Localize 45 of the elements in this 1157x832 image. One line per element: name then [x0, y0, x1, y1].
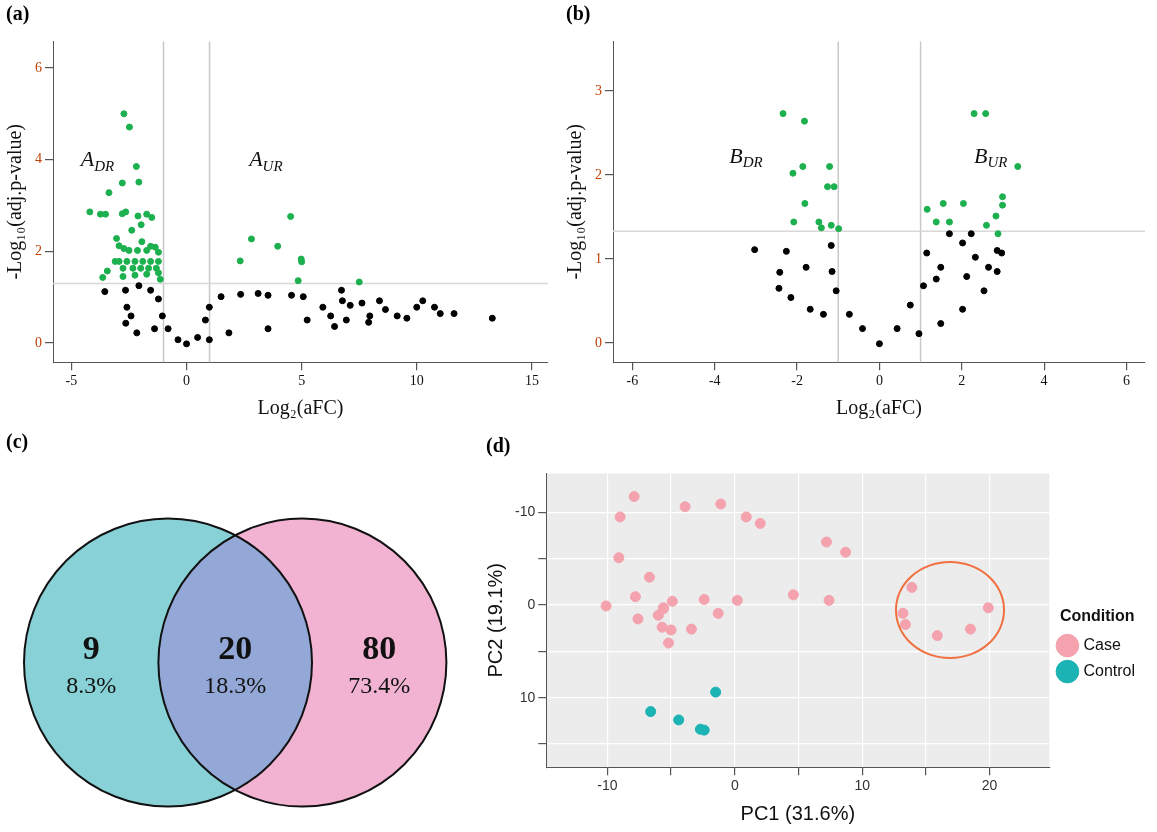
x-tick-label: -6	[626, 373, 639, 389]
chart-title: (b)	[566, 2, 591, 25]
x-axis-title: Log₂(aFC)	[257, 396, 344, 420]
text: 18.3%	[204, 671, 267, 698]
y-tick-label: -10	[515, 503, 536, 520]
x-tick-label: 5	[298, 373, 306, 389]
x-tick-label: 4	[1040, 373, 1048, 389]
y-axis-title: -Log₁₀(adj.p-value)	[3, 124, 27, 280]
data-label: 9	[82, 629, 100, 667]
y-tick-label: 10	[519, 688, 536, 705]
x-tick-label: 10	[409, 373, 424, 389]
x-tick-label: 2	[958, 373, 966, 389]
y-tick-label: 2	[595, 166, 602, 182]
text: (c)	[6, 430, 29, 453]
y-axis-title: PC2 (19.1%)	[483, 563, 506, 678]
x-tick-label: -2	[791, 373, 803, 389]
x-tick-label: 0	[875, 373, 883, 389]
chart-title: (a)	[6, 2, 30, 25]
x-tick-label: 20	[981, 777, 998, 794]
y-tick-label: 0	[35, 334, 42, 350]
y-tick-label: 0	[595, 334, 602, 350]
y-tick-label: 3	[595, 82, 602, 98]
data-label: 20	[218, 629, 253, 667]
legend-label: Control	[1083, 662, 1135, 680]
x-axis-title: Log₂(aFC)	[836, 396, 922, 420]
y-tick-label: 1	[595, 250, 602, 266]
x-tick-label: 0	[183, 373, 191, 389]
y-axis-title: -Log₁₀(adj.p-value)	[563, 124, 587, 280]
y-tick-label: 6	[35, 59, 42, 75]
x-tick-label: -5	[65, 373, 78, 389]
chart-title: (d)	[486, 434, 511, 457]
text: 73.4%	[348, 671, 411, 698]
x-tick-label: 10	[854, 777, 871, 794]
x-tick-label: 15	[524, 373, 539, 389]
text: 8.3%	[66, 671, 117, 698]
x-tick-label: -4	[708, 373, 721, 389]
x-axis-title: PC1 (31.6%)	[740, 801, 856, 824]
legend-title: Condition	[1059, 606, 1135, 624]
x-tick-label: 0	[730, 777, 739, 794]
data-label: 80	[362, 629, 397, 667]
y-tick-label: 4	[35, 151, 42, 167]
y-tick-label: 0	[527, 595, 536, 612]
legend-label: Case	[1083, 636, 1121, 654]
y-tick-label: 2	[35, 242, 42, 258]
x-tick-label: 6	[1122, 373, 1130, 389]
